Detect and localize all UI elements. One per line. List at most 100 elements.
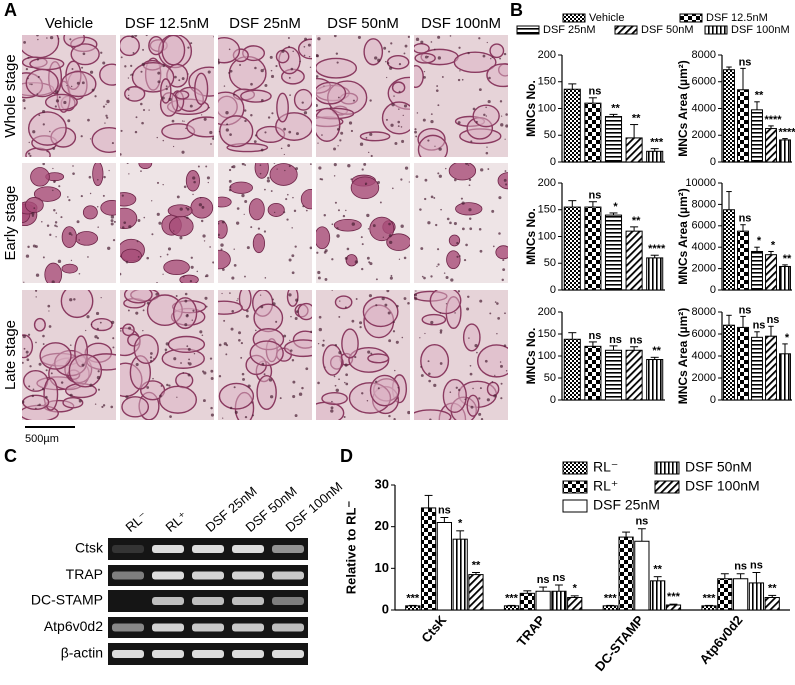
speck bbox=[345, 373, 348, 377]
speck bbox=[454, 178, 457, 182]
cell bbox=[495, 245, 508, 260]
legend-label: Vehicle bbox=[589, 12, 624, 24]
speck bbox=[457, 78, 461, 82]
speck bbox=[381, 296, 385, 301]
speck bbox=[26, 358, 30, 362]
gel-band bbox=[232, 597, 264, 605]
speck bbox=[415, 290, 417, 292]
significance: *** bbox=[703, 592, 717, 604]
cell bbox=[321, 391, 348, 406]
speck bbox=[355, 298, 358, 300]
gel-band bbox=[232, 545, 264, 553]
lane-label: RL⁻ bbox=[122, 508, 150, 535]
speck bbox=[496, 302, 499, 305]
speck bbox=[310, 330, 312, 333]
speck bbox=[414, 293, 418, 297]
speck bbox=[35, 290, 38, 292]
speck bbox=[275, 64, 278, 68]
speck bbox=[309, 66, 312, 68]
micrograph bbox=[316, 35, 410, 157]
cell bbox=[293, 88, 312, 111]
speck bbox=[78, 239, 80, 241]
bar bbox=[618, 536, 634, 611]
speck bbox=[189, 104, 193, 108]
cell bbox=[158, 385, 198, 414]
speck bbox=[415, 175, 419, 178]
speck bbox=[299, 60, 301, 63]
legend-label: RL⁻ bbox=[593, 459, 618, 475]
speck bbox=[142, 329, 144, 332]
speck bbox=[245, 314, 249, 318]
speck bbox=[397, 125, 400, 127]
speck bbox=[210, 369, 214, 373]
speck bbox=[439, 331, 443, 334]
speck bbox=[317, 343, 320, 345]
speck bbox=[142, 108, 146, 112]
speck bbox=[424, 55, 428, 59]
speck bbox=[199, 330, 203, 334]
speck bbox=[103, 175, 106, 179]
y-tick-label: 2000 bbox=[692, 372, 716, 384]
cell bbox=[283, 339, 312, 358]
speck bbox=[288, 76, 291, 79]
speck bbox=[76, 220, 80, 224]
speck bbox=[398, 62, 402, 66]
y-axis-label: MNCs Area (µm²) bbox=[676, 308, 690, 404]
speck bbox=[146, 301, 150, 305]
speck bbox=[321, 178, 324, 181]
speck bbox=[31, 394, 35, 398]
cell bbox=[453, 51, 497, 74]
y-tick-label: 50 bbox=[544, 257, 556, 269]
speck bbox=[500, 123, 504, 127]
bar bbox=[737, 89, 749, 163]
significance: ns bbox=[609, 334, 622, 346]
speck bbox=[200, 219, 204, 223]
speck bbox=[160, 385, 163, 387]
speck bbox=[361, 267, 364, 271]
speck bbox=[112, 346, 115, 349]
speck bbox=[294, 317, 298, 320]
bar bbox=[602, 605, 618, 611]
speck bbox=[377, 58, 381, 63]
speck bbox=[244, 415, 248, 419]
speck bbox=[58, 96, 61, 99]
speck bbox=[192, 176, 196, 180]
speck bbox=[210, 413, 214, 417]
speck bbox=[309, 246, 312, 250]
speck bbox=[403, 52, 406, 55]
speck bbox=[180, 362, 182, 364]
speck bbox=[120, 56, 123, 59]
cell bbox=[466, 394, 480, 417]
bar bbox=[604, 116, 623, 163]
speck bbox=[96, 336, 100, 340]
micrograph bbox=[120, 163, 214, 283]
speck bbox=[49, 233, 52, 236]
cell bbox=[345, 254, 358, 267]
speck bbox=[455, 386, 458, 389]
speck bbox=[472, 387, 474, 390]
speck bbox=[397, 387, 399, 389]
speck bbox=[366, 213, 370, 218]
speck bbox=[292, 380, 296, 384]
speck bbox=[449, 35, 452, 37]
speck bbox=[71, 68, 74, 71]
bar bbox=[723, 324, 735, 401]
speck bbox=[244, 109, 247, 112]
speck bbox=[436, 248, 440, 251]
speck bbox=[234, 410, 238, 414]
speck bbox=[344, 306, 347, 309]
speck bbox=[54, 90, 59, 94]
speck bbox=[52, 167, 54, 170]
speck bbox=[433, 197, 436, 199]
speck bbox=[140, 170, 142, 173]
cell bbox=[120, 35, 140, 57]
speck bbox=[172, 145, 175, 148]
speck bbox=[461, 227, 465, 231]
speck bbox=[403, 297, 407, 300]
speck bbox=[167, 247, 172, 251]
speck bbox=[111, 142, 114, 145]
speck bbox=[120, 272, 122, 276]
speck bbox=[350, 178, 353, 181]
speck bbox=[199, 197, 202, 199]
speck bbox=[42, 163, 45, 166]
